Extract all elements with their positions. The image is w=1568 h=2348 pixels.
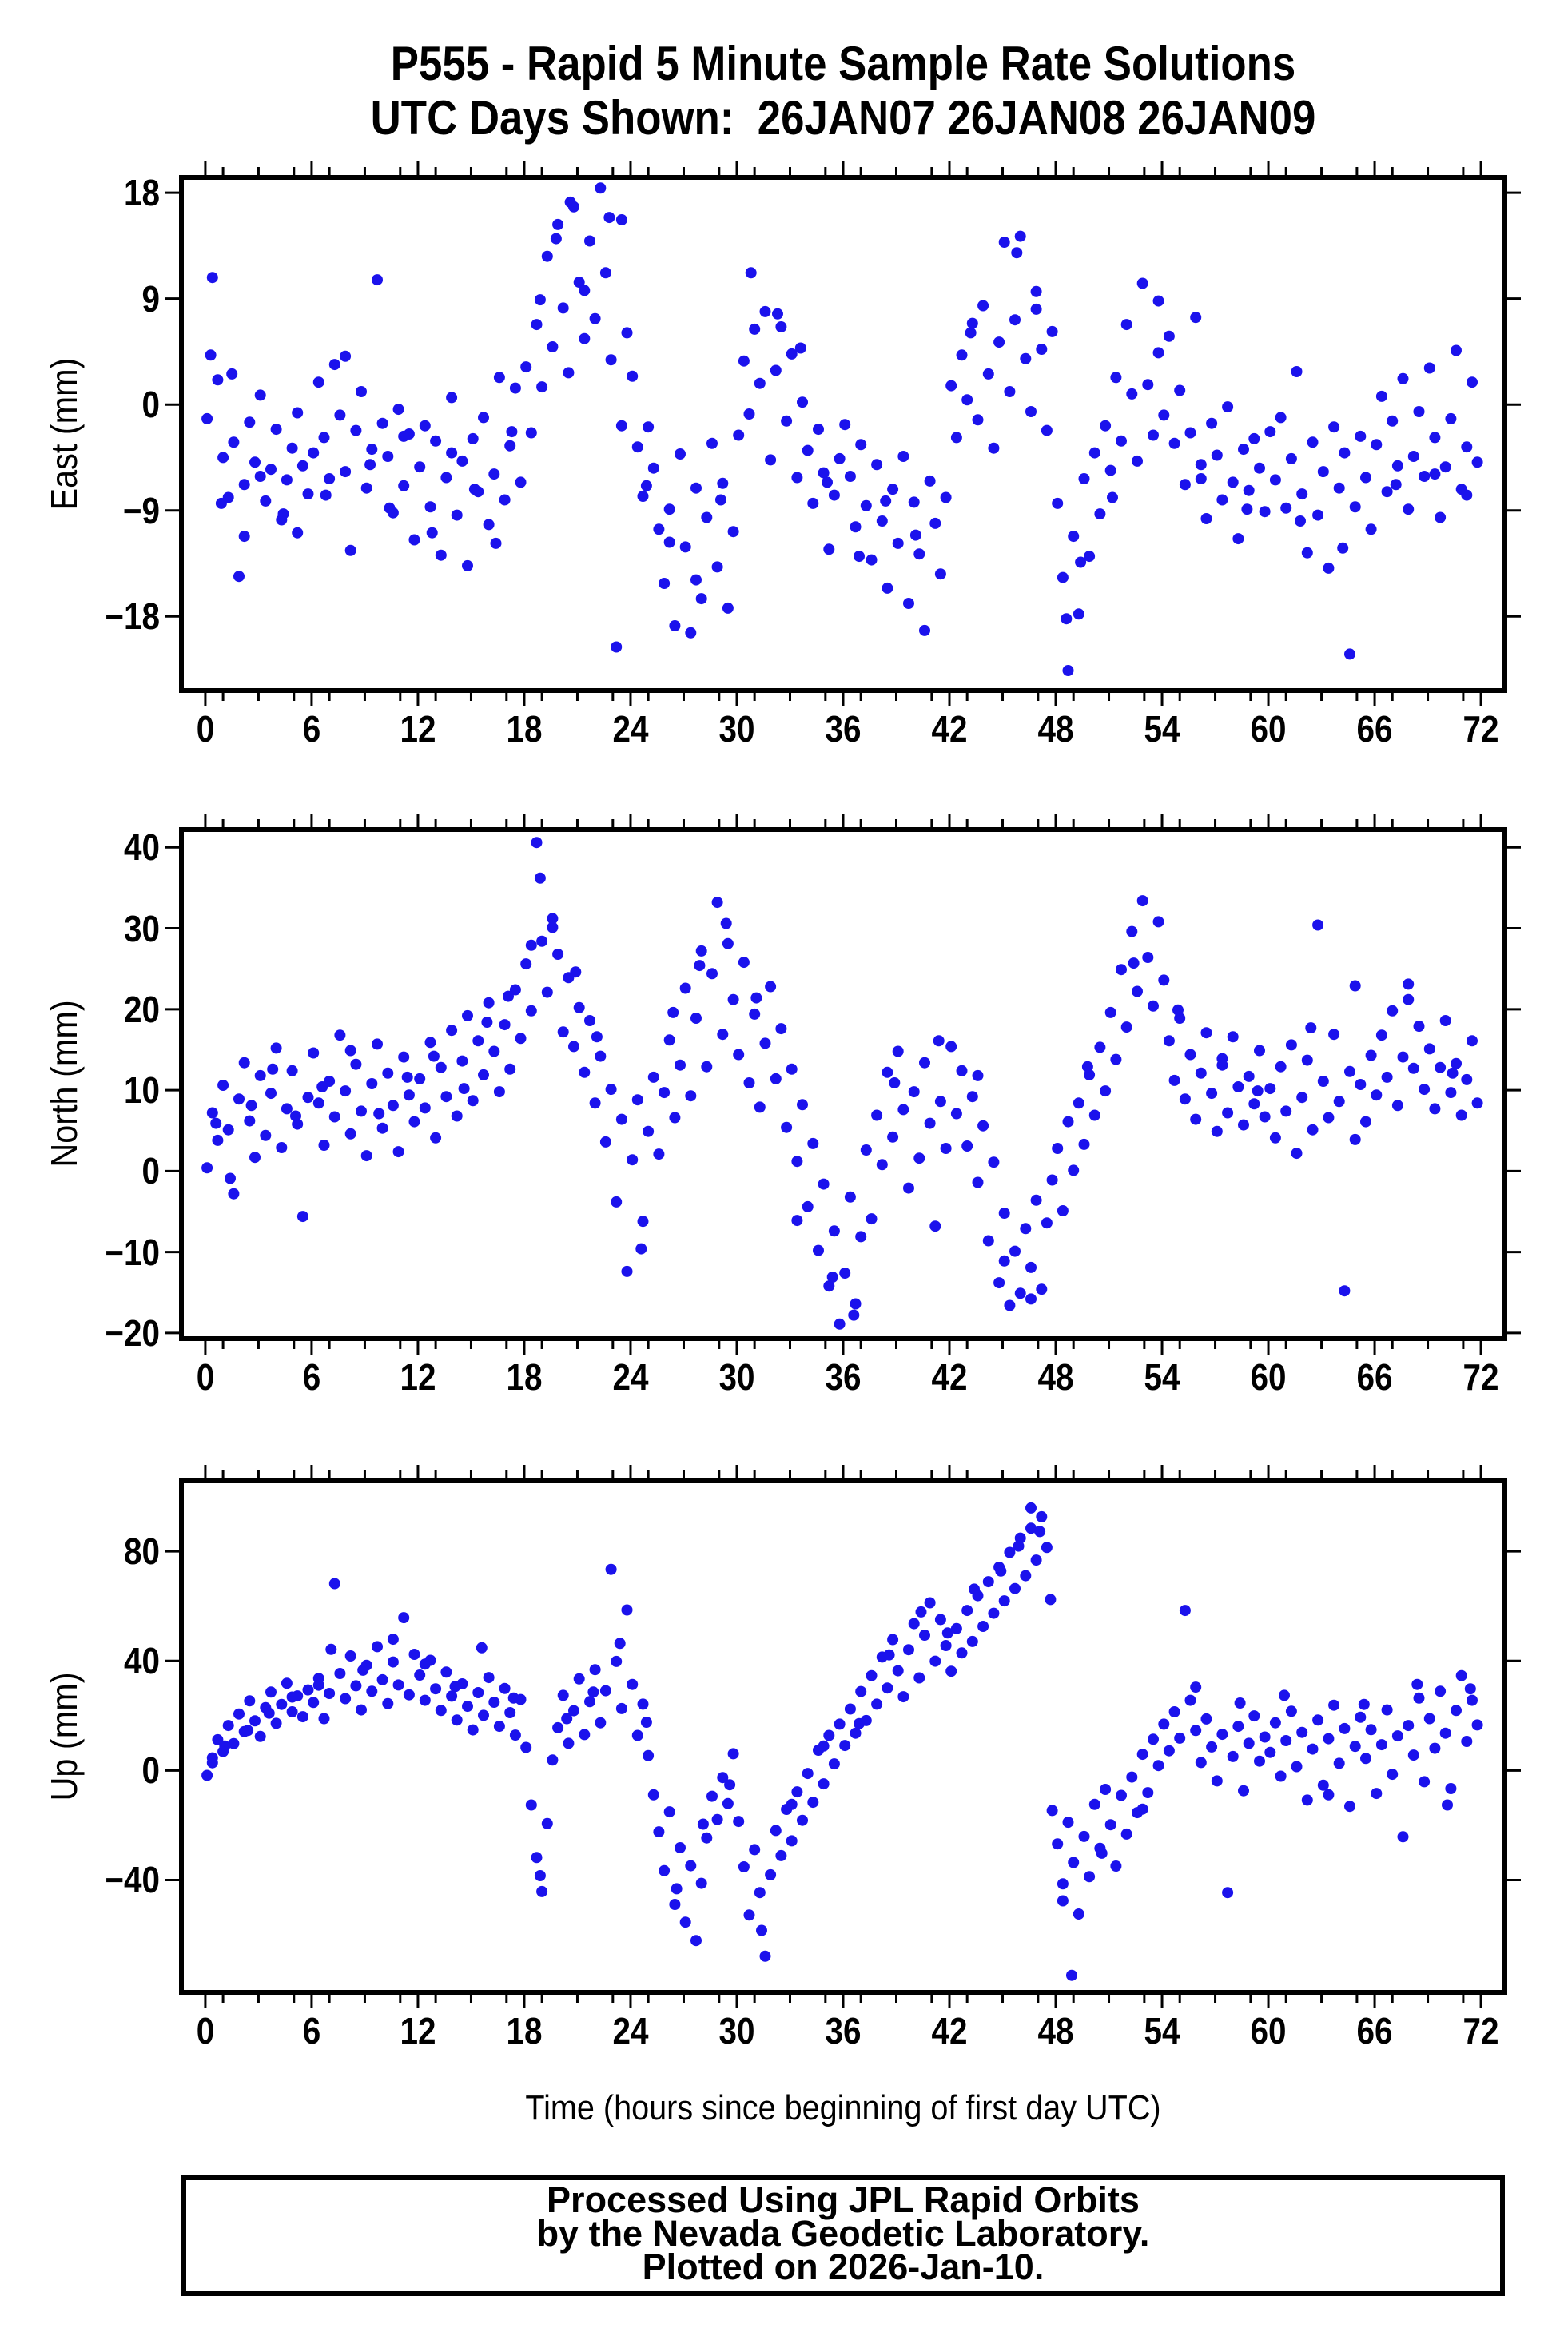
footer-line-3: Plotted on 2026-Jan-10. [642,2247,1045,2287]
east-x-tick-label: 12 [400,708,436,750]
north-panel-svg [165,814,1521,1355]
north-axis-title: North (mm) [43,1000,85,1168]
east-y-tick-label: −9 [122,489,160,531]
east-x-tick-label: 18 [506,708,543,750]
east-x-tick-label: 66 [1356,708,1393,750]
up-x-tick-label: 42 [931,2010,968,2052]
east-y-tick-label: 0 [141,384,160,426]
scatter-points [201,1502,1483,1981]
north-x-tick-label: 48 [1037,1356,1074,1398]
chart-subtitle: UTC Days Shown: 26JAN07 26JAN08 26JAN09 [370,91,1316,145]
north-x-tick-label: 66 [1356,1356,1393,1398]
north-y-tick-label: 20 [123,988,160,1030]
footer-line-1: Processed Using JPL Rapid Orbits [547,2179,1140,2220]
east-x-tick-label: 30 [718,708,755,750]
east-y-tick-label: −18 [105,595,160,638]
north-x-tick-label: 18 [506,1356,543,1398]
north-x-tick-label: 54 [1144,1356,1180,1398]
plot-frame [179,827,1507,1341]
east-x-tick-label: 42 [931,708,968,750]
north-y-tick-label: −10 [105,1231,160,1273]
up-x-tick-label: 24 [612,2010,649,2052]
north-x-tick-label: 36 [825,1356,862,1398]
north-y-tick-label: 10 [123,1069,160,1112]
north-x-tick-label: 12 [400,1356,436,1398]
up-x-tick-label: 6 [302,2010,321,2052]
north-x-tick-label: 24 [612,1356,649,1398]
up-x-tick-label: 72 [1463,2010,1499,2052]
east-panel-svg [165,161,1521,706]
east-x-tick-label: 60 [1250,708,1287,750]
x-axis-title: Time (hours since beginning of first day… [525,2088,1161,2127]
north-y-tick-label: 40 [123,826,160,869]
up-x-tick-label: 66 [1356,2010,1393,2052]
up-y-tick-label: 0 [141,1749,160,1792]
north-x-tick-label: 0 [196,1356,215,1398]
chart-title: P555 - Rapid 5 Minute Sample Rate Soluti… [390,37,1296,90]
east-y-tick-label: 9 [141,277,160,320]
footer-line-2: by the Nevada Geodetic Laboratory. [536,2213,1150,2254]
scatter-points [201,837,1483,1330]
east-x-tick-label: 72 [1463,708,1499,750]
plot-frame [179,1478,1507,1995]
east-x-tick-label: 48 [1037,708,1074,750]
up-x-tick-label: 0 [196,2010,215,2052]
scatter-points [201,182,1483,676]
east-x-tick-label: 24 [612,708,649,750]
plot-frame [179,175,1507,693]
up-axis-title: Up (mm) [43,1672,85,1801]
east-x-tick-label: 0 [196,708,215,750]
up-x-tick-label: 54 [1144,2010,1180,2052]
up-x-tick-label: 30 [718,2010,755,2052]
north-y-tick-label: 0 [141,1150,160,1192]
up-panel-svg [165,1465,1521,2008]
north-x-tick-label: 6 [302,1356,321,1398]
east-x-tick-label: 36 [825,708,862,750]
footer-box: Processed Using JPL Rapid Orbits by the … [181,2175,1505,2296]
up-y-tick-label: 80 [123,1530,160,1573]
up-x-tick-label: 48 [1037,2010,1074,2052]
north-x-tick-label: 42 [931,1356,968,1398]
north-x-tick-label: 72 [1463,1356,1499,1398]
east-x-tick-label: 6 [302,708,321,750]
north-x-tick-label: 30 [718,1356,755,1398]
east-y-tick-label: 18 [123,172,160,214]
tick-marks [165,1465,1521,2008]
up-x-tick-label: 36 [825,2010,862,2052]
up-x-tick-label: 12 [400,2010,436,2052]
east-x-tick-label: 54 [1144,708,1180,750]
up-y-tick-label: 40 [123,1640,160,1682]
east-axis-title: East (mm) [43,357,85,511]
up-x-tick-label: 60 [1250,2010,1287,2052]
tick-marks [165,161,1521,706]
north-y-tick-label: −20 [105,1311,160,1354]
north-y-tick-label: 30 [123,907,160,949]
up-x-tick-label: 18 [506,2010,543,2052]
north-x-tick-label: 60 [1250,1356,1287,1398]
up-y-tick-label: −40 [105,1859,160,1901]
